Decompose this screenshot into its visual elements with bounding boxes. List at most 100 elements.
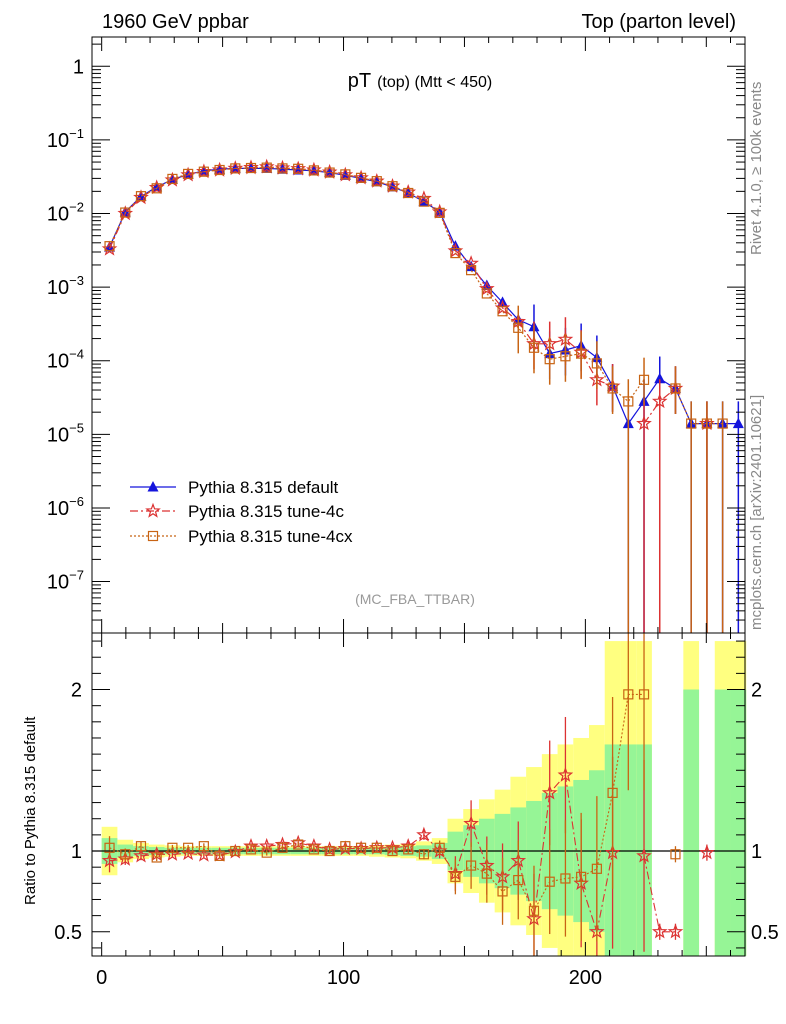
band-green (620, 744, 637, 956)
ratio-y-tick-label: 0.5 (54, 922, 82, 944)
y-tick-exponent: −2 (69, 200, 84, 215)
data-point-square (151, 183, 162, 194)
mcplots-label: mcplots.cern.ch [arXiv:2401.10621] (748, 395, 765, 630)
data-point-star (196, 846, 212, 862)
data-point-square (466, 860, 477, 871)
data-point-star (416, 826, 432, 842)
plot-title-sub: (top) (Mtt < 450) (377, 74, 492, 91)
data-point-square (497, 306, 508, 317)
data-point-square (513, 322, 524, 333)
plot-title: pT (top) (Mtt < 450) (348, 70, 493, 92)
y-tick-label: 10−6 (47, 494, 84, 520)
data-point-square (293, 163, 304, 174)
series-line (108, 166, 613, 387)
data-point-star (651, 393, 668, 409)
data-point-square (245, 844, 257, 855)
data-point-square (701, 418, 713, 429)
header-process-label: Top (parton level) (581, 11, 736, 33)
data-point-square (387, 181, 398, 192)
data-point-square (120, 207, 131, 218)
series-line (108, 166, 645, 403)
data-point-square (308, 165, 319, 176)
data-point-square (340, 169, 351, 180)
data-point-star (258, 837, 275, 853)
y-tick-label: 10−7 (47, 568, 84, 594)
y-tick-label: 10−5 (47, 420, 84, 446)
legend-label: Pythia 8.315 tune-4cx (188, 527, 353, 546)
data-point-star (101, 852, 118, 868)
y-tick-exponent: −1 (69, 126, 84, 141)
data-point-square (277, 842, 288, 853)
y-tick-base: 10 (47, 204, 69, 226)
ratio-y-tick-label-right: 0.5 (751, 922, 779, 944)
ratio-y-tick-label: 2 (71, 680, 82, 702)
plot-title-main: pT (348, 70, 371, 92)
data-point-square (418, 196, 430, 207)
y-tick-exponent: −7 (69, 568, 84, 583)
data-point-square (434, 842, 445, 853)
data-point-triangle (654, 372, 666, 384)
data-point-square (214, 850, 225, 861)
legend: Pythia 8.315 default Pythia 8.315 tune-4c… (130, 478, 353, 546)
data-point-square (403, 187, 414, 199)
y-tick-base: 10 (47, 277, 69, 299)
series-square (104, 162, 728, 633)
series-line (674, 388, 723, 425)
analysis-id: (MC_FBA_TTBAR) (355, 591, 475, 607)
ratio-panel: 0 100 200 0.5 0.5 1 1 2 2 (54, 632, 779, 989)
data-point-square (293, 839, 304, 850)
data-point-square (147, 530, 159, 542)
data-point-square (434, 207, 445, 218)
data-point-star (557, 766, 574, 782)
data-point-square (340, 841, 351, 852)
data-point-square (214, 164, 225, 176)
data-point-square (418, 849, 430, 860)
data-point-square (387, 845, 398, 857)
data-point-square (183, 168, 194, 180)
data-point-square (623, 689, 634, 700)
data-point-star (636, 847, 652, 863)
ratio-series-square (104, 633, 681, 956)
y-tick-exponent: −6 (69, 494, 84, 509)
x-tick-label: 200 (569, 967, 602, 989)
series-triangle (104, 162, 744, 633)
data-point-square (167, 173, 178, 185)
data-point-square (371, 842, 382, 853)
data-point-square (560, 873, 571, 884)
ratio-y-tick-label-right: 1 (751, 841, 762, 863)
y-tick-label: 10−1 (47, 126, 84, 152)
data-point-square (450, 871, 461, 882)
data-point-square (135, 191, 147, 202)
y-tick-label: 10−3 (47, 273, 84, 299)
x-tick-label: 0 (96, 967, 107, 989)
data-point-triangle (732, 417, 744, 429)
data-point-square (167, 842, 178, 853)
data-point-square (403, 844, 414, 855)
data-point-triangle (481, 279, 493, 291)
data-point-square (528, 342, 540, 353)
y-tick-base: 10 (47, 424, 69, 446)
header-energy-label: 1960 GeV ppbar (102, 11, 249, 33)
y-tick-base: 10 (47, 351, 69, 373)
data-point-square (261, 847, 272, 858)
y-tick-exponent: −4 (69, 347, 84, 362)
data-point-square (576, 871, 587, 882)
data-point-square (104, 241, 115, 252)
ratio-ylabel: Ratio to Pythia 8.315 default (22, 716, 39, 905)
data-point-square (591, 863, 602, 874)
y-tick-exponent: −3 (69, 273, 84, 288)
data-point-square (198, 166, 209, 177)
data-point-square (151, 852, 162, 863)
data-point-square (371, 176, 382, 187)
data-point-square (607, 787, 618, 798)
data-point-star (667, 923, 684, 939)
y-tick-label: 10−2 (47, 200, 84, 226)
data-point-square (355, 842, 367, 853)
main-panel: 110−110−210−310−410−510−610−7 (47, 36, 746, 634)
data-point-square (591, 358, 602, 369)
data-point-square (717, 418, 728, 429)
data-point-star (133, 847, 149, 863)
y-tick-base: 10 (47, 498, 69, 520)
band-green (730, 689, 747, 956)
